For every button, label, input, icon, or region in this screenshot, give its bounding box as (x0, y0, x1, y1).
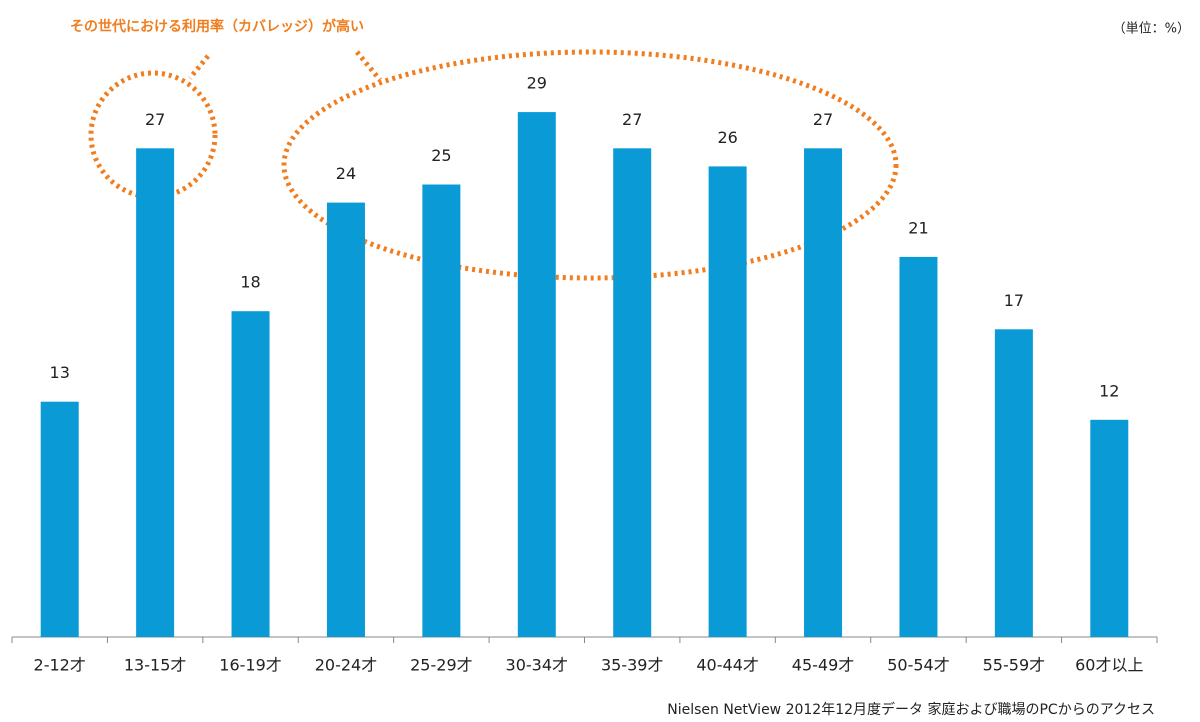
bar (613, 148, 652, 638)
x-tick-label: 35-39才 (601, 656, 664, 675)
x-tick-label: 2-12才 (34, 656, 86, 675)
bar (231, 311, 270, 637)
source-note: Nielsen NetView 2012年12月度データ 家庭および職場のPCか… (667, 701, 1155, 718)
bar (994, 329, 1033, 637)
x-tick-label: 13-15才 (124, 656, 187, 675)
value-label: 27 (813, 110, 833, 129)
value-label: 12 (1099, 381, 1119, 400)
value-label: 24 (336, 164, 356, 183)
unit-label: （単位：%） (1113, 21, 1190, 37)
x-tick-label: 45-49才 (792, 656, 855, 675)
x-tick-label: 50-54才 (887, 656, 950, 675)
bar (804, 148, 843, 638)
value-label: 17 (1004, 291, 1024, 310)
value-label: 21 (908, 218, 928, 237)
bar (517, 112, 556, 638)
x-tick-label: 16-19才 (219, 656, 282, 675)
bar (40, 401, 79, 637)
value-label: 13 (50, 363, 70, 382)
value-label: 29 (527, 74, 547, 93)
x-tick-label: 55-59才 (983, 656, 1046, 675)
highlight-ellipses (88, 49, 899, 281)
value-label: 25 (431, 146, 451, 165)
value-label: 27 (145, 110, 165, 129)
x-tick-label: 30-34才 (506, 656, 569, 675)
value-label: 26 (717, 128, 737, 147)
value-label: 18 (240, 273, 260, 292)
bar (136, 148, 175, 638)
annotation: その世代における利用率（カバレッジ）が高い (70, 18, 364, 35)
bar (422, 184, 461, 637)
x-tick-label: 20-24才 (315, 656, 378, 675)
bar (899, 256, 938, 637)
x-tick-label: 60才以上 (1075, 656, 1143, 675)
bar (326, 202, 365, 637)
x-tick-label: 40-44才 (696, 656, 759, 675)
bar (708, 166, 747, 637)
bar (1090, 419, 1129, 637)
value-label: 27 (622, 110, 642, 129)
x-tick-label: 25-29才 (410, 656, 473, 675)
